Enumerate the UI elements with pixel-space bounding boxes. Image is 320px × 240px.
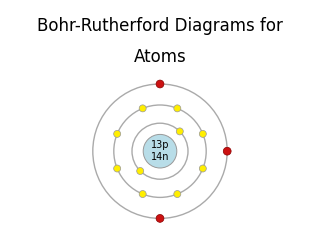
Circle shape (114, 165, 121, 172)
Circle shape (139, 191, 146, 198)
Circle shape (176, 128, 183, 135)
Circle shape (174, 191, 181, 198)
Circle shape (137, 168, 144, 174)
Text: 13p
14n: 13p 14n (151, 140, 169, 162)
Circle shape (199, 165, 206, 172)
Circle shape (139, 105, 146, 112)
Circle shape (199, 130, 206, 137)
Circle shape (156, 215, 164, 222)
Text: Atoms: Atoms (134, 48, 186, 66)
Circle shape (174, 105, 181, 112)
Circle shape (143, 134, 177, 168)
Circle shape (156, 80, 164, 88)
Circle shape (223, 147, 231, 155)
Circle shape (114, 130, 121, 137)
Text: Bohr-Rutherford Diagrams for: Bohr-Rutherford Diagrams for (37, 17, 283, 35)
